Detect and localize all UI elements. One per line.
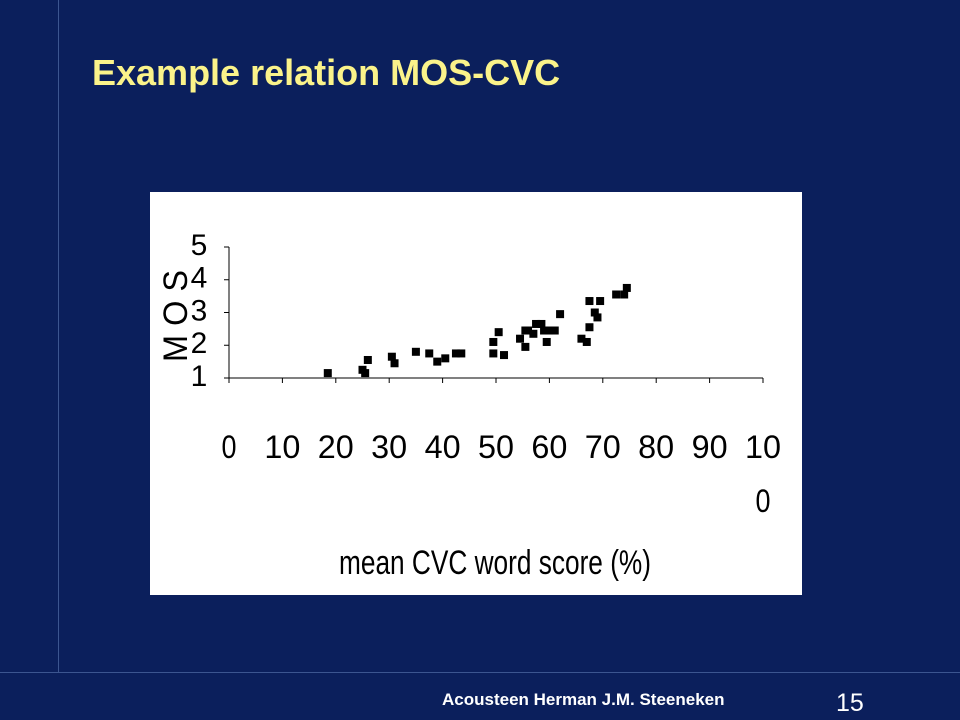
data-point: [361, 369, 370, 378]
y-tick-label: 5: [191, 229, 208, 262]
data-point: [540, 326, 549, 335]
data-point: [500, 351, 509, 360]
data-point: [451, 349, 460, 358]
y-tick-label: 3: [191, 294, 208, 327]
data-point: [323, 369, 332, 378]
data-point: [489, 337, 498, 346]
data-point: [390, 359, 399, 368]
x-axis-title: mean CVC word score (%): [339, 544, 651, 582]
page-number: 15: [836, 689, 864, 717]
data-point: [550, 326, 559, 335]
data-point: [457, 349, 466, 358]
x-tick-label: 10: [264, 429, 300, 465]
scatter-chart: 1 2 3 4 5 0 10 20 30 40 50 60 70 80 90 10 0 mean CVC word…: [150, 192, 802, 595]
data-point: [593, 313, 602, 322]
y-tick-label: 4: [191, 262, 208, 295]
data-point: [524, 326, 533, 335]
x-tick-label: 40: [425, 429, 461, 465]
y-tick-label: 2: [191, 327, 208, 360]
data-point: [622, 283, 631, 292]
data-point: [529, 329, 538, 338]
data-point: [590, 308, 599, 317]
data-point: [516, 334, 525, 343]
data-point: [612, 290, 621, 299]
data-point: [545, 326, 554, 335]
data-point: [537, 319, 546, 328]
x-tick-label: 60: [531, 429, 567, 465]
data-point: [494, 328, 503, 337]
y-tick-label: 1: [191, 360, 208, 393]
data-point: [433, 357, 442, 366]
data-point: [425, 349, 434, 358]
data-point: [441, 354, 450, 363]
data-point: [596, 297, 605, 306]
data-point: [585, 297, 594, 306]
x-tick-label: 20: [318, 429, 354, 465]
data-point: [556, 310, 565, 319]
data-point: [411, 347, 420, 356]
x-tick-label: 50: [478, 429, 514, 465]
data-point: [387, 352, 396, 361]
data-point: [489, 349, 498, 358]
data-point: [363, 355, 372, 364]
x-tick-label: 80: [638, 429, 674, 465]
x-tick-label: 70: [585, 429, 621, 465]
slide-title: Example relation MOS-CVC: [92, 52, 561, 93]
data-point: [532, 319, 541, 328]
x-tick-label: 10: [745, 429, 781, 465]
data-point: [577, 334, 586, 343]
x-tick-label: 0: [222, 429, 237, 465]
data-point: [521, 342, 530, 351]
data-point: [542, 337, 551, 346]
y-axis-title: M O S: [157, 270, 195, 362]
x-tick-label: 0: [756, 483, 771, 519]
footer-author: Acousteen Herman J.M. Steeneken: [442, 690, 725, 709]
x-tick-label: 90: [692, 429, 728, 465]
footer-divider-line: [0, 672, 960, 673]
x-tick-label: 30: [371, 429, 407, 465]
vertical-divider-line: [58, 0, 59, 672]
data-point: [582, 337, 591, 346]
data-point: [585, 323, 594, 332]
data-point: [620, 290, 629, 299]
